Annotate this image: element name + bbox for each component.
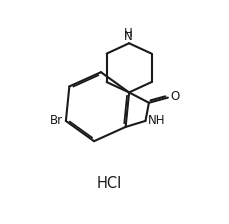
Text: HCl: HCl (96, 176, 121, 191)
Text: N: N (123, 30, 132, 43)
Text: NH: NH (147, 114, 164, 127)
Text: H: H (123, 27, 132, 40)
Text: Br: Br (50, 114, 63, 127)
Text: O: O (169, 90, 178, 103)
